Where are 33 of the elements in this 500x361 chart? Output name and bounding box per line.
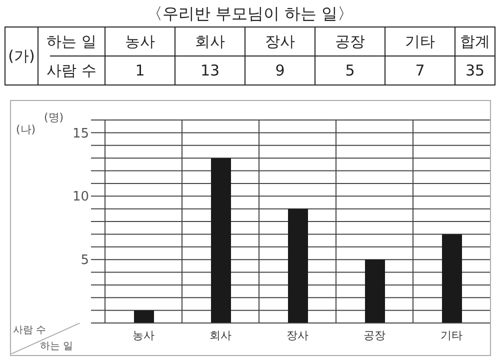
category-label: 농사 xyxy=(125,32,155,50)
text: 사람 수 xyxy=(13,324,46,337)
bar xyxy=(134,310,154,323)
text: 합계 xyxy=(460,32,490,50)
x-tick-label: 공장 xyxy=(364,328,386,342)
chart-title: 〈우리반 부모님이 하는 일〉 xyxy=(145,4,355,25)
bar xyxy=(288,208,308,323)
y-tick-label: 5 xyxy=(80,253,89,268)
bar xyxy=(365,260,385,323)
text: 하는 일 xyxy=(46,32,96,50)
data-label: 1 xyxy=(135,62,145,80)
text: (나) xyxy=(16,122,36,137)
category-label: 기타 xyxy=(405,32,435,50)
x-tick-label: 기타 xyxy=(440,328,462,342)
category-label: 공장 xyxy=(335,32,365,50)
x-tick-label: 장사 xyxy=(286,328,308,342)
text: 사람 수 xyxy=(46,62,96,80)
y-tick-label: 15 xyxy=(72,126,89,142)
category-label: 회사 xyxy=(195,32,225,50)
category-label: 장사 xyxy=(265,32,295,50)
bar xyxy=(442,234,462,323)
x-tick-label: 회사 xyxy=(210,328,232,342)
text: 35 xyxy=(465,62,485,80)
data-label: 7 xyxy=(415,62,425,80)
x-tick-label: 농사 xyxy=(132,328,154,342)
y-tick-label: 10 xyxy=(72,190,89,205)
x-axis-title: 하는 일 xyxy=(40,340,74,353)
text: (가) xyxy=(8,47,35,65)
data-label: 9 xyxy=(275,62,285,80)
data-label: 13 xyxy=(200,62,220,80)
data-label: 5 xyxy=(345,62,355,80)
y-axis-title: (명) xyxy=(44,110,64,125)
bar xyxy=(211,158,231,323)
